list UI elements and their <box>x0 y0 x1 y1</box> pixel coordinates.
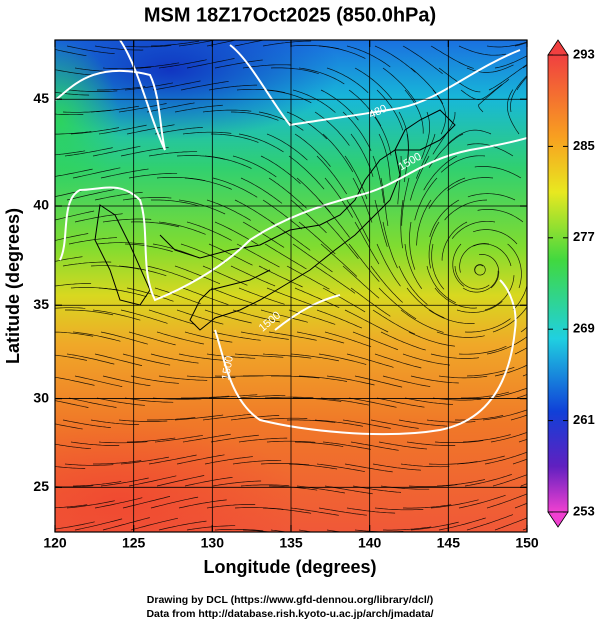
colorbar-tick-label: 277 <box>573 229 595 244</box>
x-axis-label: Longitude (degrees) <box>203 557 376 577</box>
x-tick-label: 130 <box>201 535 225 551</box>
y-axis-label: Latitude (degrees) <box>3 208 23 364</box>
colorbar-tick-label: 269 <box>573 321 595 336</box>
colorbar-tick-label: 253 <box>573 503 595 518</box>
y-tick-label: 45 <box>33 90 49 106</box>
x-tick-label: 150 <box>515 535 539 551</box>
plot-area <box>0 0 568 580</box>
colorbar-tick-label: 285 <box>573 138 595 153</box>
y-tick-label: 40 <box>33 197 49 213</box>
x-tick-label: 125 <box>122 535 146 551</box>
y-tick-label: 25 <box>33 478 49 494</box>
x-tick-label: 140 <box>358 535 382 551</box>
y-tick-label: 35 <box>33 296 49 312</box>
green-region <box>0 40 120 200</box>
colorbar <box>548 55 568 512</box>
credit-line: Drawing by DCL (https://www.gfd-dennou.o… <box>147 594 433 606</box>
colorbar-tick-label: 293 <box>573 46 595 61</box>
x-tick-label: 145 <box>437 535 461 551</box>
colorbar-max-arrow <box>548 40 568 55</box>
y-tick-label: 30 <box>33 389 49 405</box>
x-tick-label: 135 <box>279 535 303 551</box>
x-tick-label: 120 <box>43 535 67 551</box>
colorbar-tick-label: 261 <box>573 412 595 427</box>
map-title: MSM 18Z17Oct2025 (850.0hPa) <box>144 4 436 26</box>
colorbar-min-arrow <box>548 512 568 527</box>
credit-line: Data from http://database.rish.kyoto-u.a… <box>146 608 433 620</box>
